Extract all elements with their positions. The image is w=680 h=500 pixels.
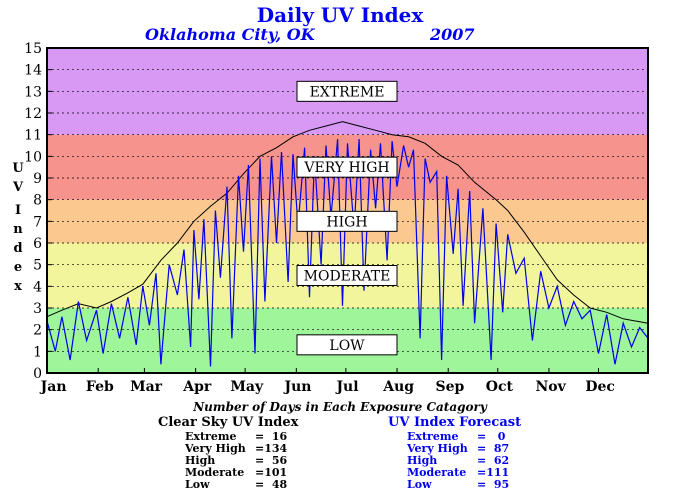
band-label-box	[296, 265, 398, 286]
y-tick-label: 0	[33, 366, 42, 382]
stats-row-value: = 62	[477, 454, 510, 467]
stats-row-label: Low	[185, 478, 210, 491]
y-tick-label: 12	[24, 106, 42, 122]
y-axis-label-char: U	[12, 161, 24, 176]
x-tick-label: Nov	[535, 379, 566, 395]
stats-row-value: =134	[255, 442, 288, 455]
x-tick-label: Jan	[39, 379, 67, 395]
band-label: HIGH	[326, 214, 367, 230]
y-tick-label: 1	[33, 344, 42, 360]
stats-row-value: = 56	[255, 454, 288, 467]
y-tick-label: 14	[24, 63, 42, 79]
y-tick-label: 7	[33, 214, 42, 230]
chart-title: Daily UV Index	[256, 3, 424, 27]
stats-row: Extreme = 16	[185, 431, 298, 443]
stats-row: High = 62	[407, 455, 521, 467]
stats-row-value: = 95	[477, 478, 510, 491]
stats-left-rows: Extreme = 16 Very High =134 High = 56 Moderate…	[158, 431, 298, 491]
stats-row-value: = 87	[477, 442, 510, 455]
y-tick-label: 13	[24, 84, 42, 100]
y-tick-label: 9	[33, 171, 42, 187]
y-axis-label-char: V	[12, 180, 24, 195]
x-tick-label: Mar	[130, 379, 163, 395]
stats-row-value: =111	[477, 466, 510, 479]
x-tick-label: Apr	[182, 379, 212, 395]
stats-row: Moderate =111	[407, 467, 521, 479]
band-label-box	[296, 80, 398, 102]
stats-row-label: Extreme	[185, 430, 237, 443]
stats-right: UV Index Forecast Extreme = 0 Very High = 8…	[388, 415, 521, 491]
y-tick-label: 11	[24, 128, 42, 144]
y-tick-label: 10	[24, 149, 42, 165]
stats-row-label: Moderate	[185, 466, 245, 479]
x-tick-label: May	[230, 379, 264, 395]
stats-row-label: Very High	[407, 442, 468, 455]
band-label-box	[296, 156, 398, 178]
x-tick-label: Oct	[486, 379, 514, 395]
stats-left: Clear Sky UV Index Extreme = 16 Very High =…	[158, 415, 298, 491]
stats-row-label: Extreme	[407, 430, 459, 443]
x-tick-label: Aug	[382, 379, 414, 395]
stats-right-rows: Extreme = 0 Very High = 87 High = 62 Moderate =…	[388, 431, 521, 491]
band-label-box	[296, 334, 398, 356]
stats-row-value: =101	[255, 466, 288, 479]
x-tick-label: Sep	[435, 379, 464, 395]
x-tick-label: Feb	[86, 379, 114, 395]
band-label: EXTREME	[310, 84, 385, 100]
stats-row-value: = 16	[255, 430, 288, 443]
stats-row: Low = 48	[185, 479, 298, 491]
y-tick-label: 6	[33, 236, 42, 252]
band-label: LOW	[329, 338, 365, 354]
y-tick-label: 4	[33, 279, 42, 295]
stats-row: Very High = 87	[407, 443, 521, 455]
y-tick-label: 15	[24, 41, 42, 57]
stats-row: High = 56	[185, 455, 298, 467]
band-label: MODERATE	[304, 269, 391, 285]
stats-row-label: Very High	[185, 442, 246, 455]
x-tick-label: Dec	[585, 379, 615, 395]
y-tick-label: 8	[33, 193, 42, 209]
chart-subtitle-year: 2007	[430, 25, 475, 44]
stats-row-label: Moderate	[407, 466, 467, 479]
plot-frame	[46, 47, 649, 374]
y-tick-label: 3	[33, 301, 42, 317]
stats-row: Low = 95	[407, 479, 521, 491]
stats-left-title: Clear Sky UV Index	[158, 415, 299, 430]
y-axis-label-char: x	[14, 279, 22, 294]
series-clear-sky-line	[46, 121, 649, 324]
x-axis-label: Number of Days in Each Exposure Catagory	[193, 400, 487, 414]
stats-row: Moderate =101	[185, 467, 298, 479]
stats-row: Extreme = 0	[407, 431, 521, 443]
stats-row-value: = 0	[477, 430, 506, 443]
y-axis-label-char: d	[13, 241, 22, 256]
y-axis-label-char: n	[13, 222, 23, 237]
y-tick-label: 5	[33, 258, 42, 274]
y-axis-label-char: I	[15, 203, 21, 218]
x-tick-label: Jun	[282, 379, 311, 395]
stats-row-label: High	[185, 454, 216, 467]
x-tick-label: Jul	[334, 379, 358, 395]
stats-row-label: High	[407, 454, 438, 467]
stats-right-title: UV Index Forecast	[388, 415, 522, 430]
chart-subtitle-location: Oklahoma City, OK	[145, 25, 315, 44]
stats-row-value: = 48	[255, 478, 288, 491]
y-axis-label-char: e	[14, 260, 22, 275]
y-tick-label: 2	[33, 323, 42, 339]
band-label: VERY HIGH	[303, 160, 389, 176]
band-label-box	[296, 210, 398, 232]
stats-row: Very High =134	[185, 443, 298, 455]
stats-row-label: Low	[407, 478, 432, 491]
